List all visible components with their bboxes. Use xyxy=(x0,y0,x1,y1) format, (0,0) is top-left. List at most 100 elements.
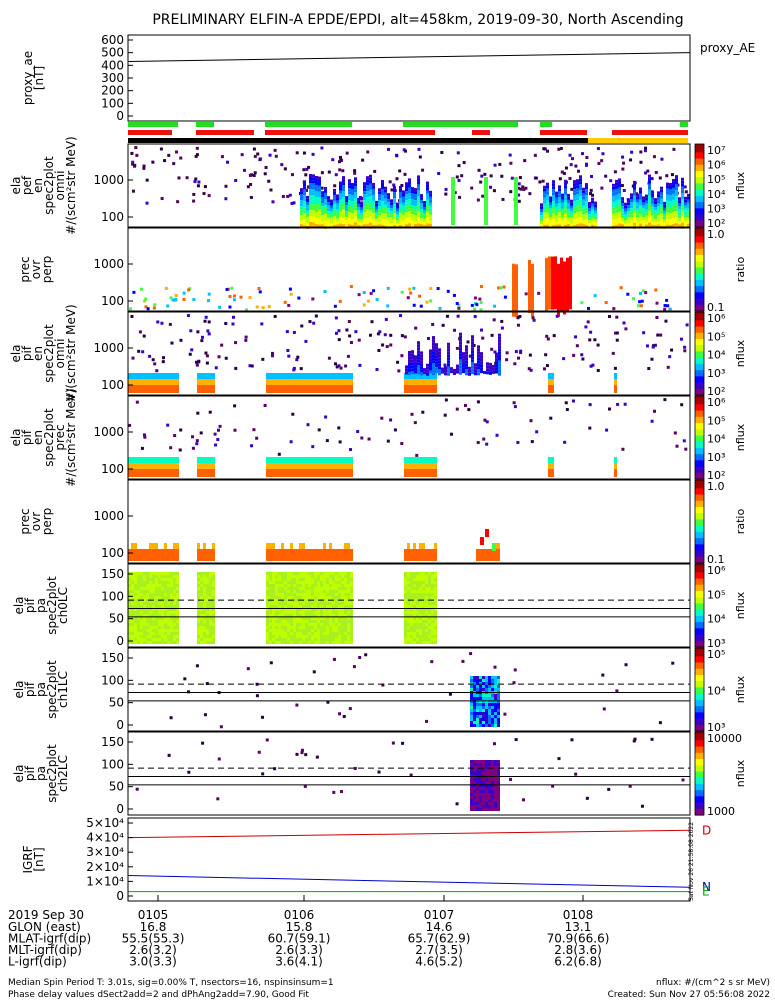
colorbar-segment xyxy=(695,228,704,231)
spectrogram-pixel xyxy=(323,635,326,638)
colorbar-segment xyxy=(695,777,704,781)
spectrogram-pixel xyxy=(161,572,164,575)
spectrogram-pixel xyxy=(311,590,314,593)
spectrogram-pixel xyxy=(402,211,405,215)
spectrogram-pixel xyxy=(341,587,344,590)
spectrogram-pixel xyxy=(497,709,500,712)
spectrogram-pixel xyxy=(170,626,173,629)
spectrogram-pixel xyxy=(296,608,299,611)
spectrogram-pixel xyxy=(339,211,342,215)
spectrogram-pixel xyxy=(407,581,410,584)
spectrogram-pixel xyxy=(278,572,281,575)
spectrogram-pixel xyxy=(509,777,513,781)
spectrogram-pixel xyxy=(485,703,488,706)
spectrogram-pixel xyxy=(381,206,384,210)
spectrogram-pixel xyxy=(366,215,369,219)
spectrogram-pixel xyxy=(378,200,381,204)
spectrogram-pixel xyxy=(146,638,149,641)
spectrogram-pixel xyxy=(143,629,146,632)
spectrogram-pixel xyxy=(494,784,497,787)
spectrogram-pixel xyxy=(495,355,498,359)
spectrogram-pixel xyxy=(299,602,302,605)
spectrogram-pixel xyxy=(465,372,468,376)
spectrogram-pixel xyxy=(128,463,131,469)
spectrogram-pixel xyxy=(200,629,203,632)
spectrogram-pixel xyxy=(425,611,428,614)
spectrogram-pixel xyxy=(146,623,149,626)
spectrogram-pixel xyxy=(272,638,275,641)
spectrogram-pixel xyxy=(152,605,155,608)
spectrogram-pixel xyxy=(324,198,327,202)
colorbar-segment xyxy=(695,376,704,379)
colorbar-segment xyxy=(695,372,704,375)
spectrogram-pixel xyxy=(404,638,407,641)
spectrogram-pixel xyxy=(479,805,482,808)
spectrogram-pixel xyxy=(246,667,250,671)
spectrogram-pixel xyxy=(363,218,366,222)
spectrogram-pixel xyxy=(494,790,497,793)
spectrogram-pixel xyxy=(300,218,303,222)
spectrogram-pixel xyxy=(488,688,491,691)
spectrogram-pixel xyxy=(576,212,579,216)
panel-frame xyxy=(127,479,691,564)
spectrogram-pixel xyxy=(434,584,437,587)
spectrogram-pixel xyxy=(384,189,387,193)
spectrogram-pixel xyxy=(323,596,326,599)
spectrogram-pixel xyxy=(540,224,543,228)
spectrogram-pixel xyxy=(206,620,209,623)
spectrogram-pixel xyxy=(335,578,338,581)
spectrogram-pixel xyxy=(531,263,534,317)
spectrogram-pixel xyxy=(669,183,672,187)
spectrogram-pixel xyxy=(128,590,131,593)
spectrogram-pixel xyxy=(303,195,306,199)
spectrogram-pixel xyxy=(326,605,329,608)
spectrogram-pixel xyxy=(278,457,281,463)
colorbar-segment xyxy=(695,527,704,531)
spectrogram-pixel xyxy=(143,641,146,644)
spectrogram-pixel xyxy=(408,356,411,360)
spectrogram-pixel xyxy=(278,469,281,477)
spectrogram-pixel xyxy=(161,596,164,599)
spectrogram-pixel xyxy=(495,352,498,356)
spectrogram-pixel xyxy=(672,147,676,151)
colorbar-segment xyxy=(695,576,704,580)
spectrogram-pixel xyxy=(353,766,357,770)
spectrogram-pixel xyxy=(295,151,299,155)
spectrogram-pixel xyxy=(407,549,410,561)
spectrogram-pixel xyxy=(183,677,187,681)
spectrogram-pixel xyxy=(338,593,341,596)
spectrogram-pixel xyxy=(197,596,200,599)
spectrogram-pixel xyxy=(414,370,417,374)
spectrogram-pixel xyxy=(453,328,457,332)
spectrogram-pixel xyxy=(293,623,296,626)
spectrogram-pixel xyxy=(363,209,366,213)
spectrogram-pixel xyxy=(332,790,336,794)
spectrogram-pixel xyxy=(248,364,252,368)
spectrogram-pixel xyxy=(645,221,648,225)
spectrogram-pixel xyxy=(479,706,482,709)
colorbar-segment xyxy=(695,785,704,789)
spectrogram-pixel xyxy=(417,190,420,194)
spectrogram-pixel xyxy=(272,575,275,578)
spectrogram-pixel xyxy=(318,185,321,189)
spectrogram-pixel xyxy=(468,369,471,373)
spectrogram-pixel xyxy=(488,715,491,718)
spectrogram-pixel xyxy=(323,385,326,393)
spectrogram-pixel xyxy=(425,584,428,587)
spectrogram-pixel xyxy=(129,307,133,311)
spectrogram-pixel xyxy=(266,626,269,629)
spectrogram-pixel xyxy=(197,180,201,184)
colorbar-tick-label: 10⁶ xyxy=(707,396,726,409)
spectrogram-pixel xyxy=(363,191,366,195)
spectrogram-pixel xyxy=(666,365,670,369)
spectrogram-pixel xyxy=(447,366,450,370)
spectrogram-pixel xyxy=(323,587,326,590)
spectrogram-pixel xyxy=(555,215,558,219)
spectrogram-pixel xyxy=(428,605,431,608)
spectrogram-pixel xyxy=(482,781,485,784)
spectrogram-pixel xyxy=(284,385,287,393)
spectrogram-pixel xyxy=(131,608,134,611)
spectrogram-pixel xyxy=(338,623,341,626)
spectrogram-pixel xyxy=(167,457,170,463)
spectrogram-pixel xyxy=(209,578,212,581)
